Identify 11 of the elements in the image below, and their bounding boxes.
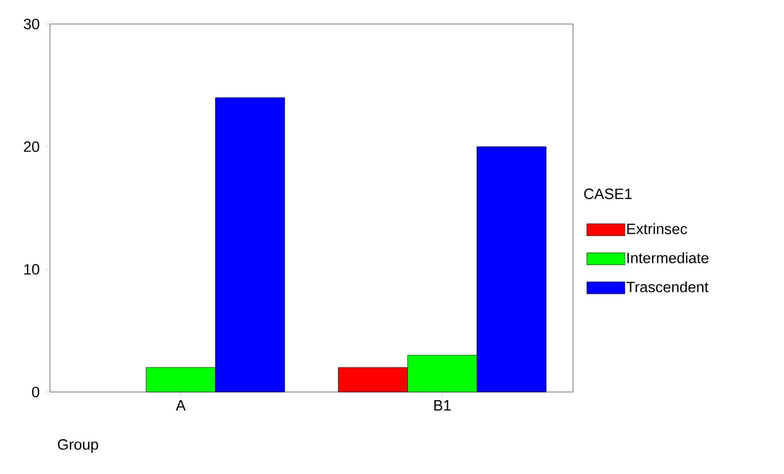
y-tick-label: 20 (24, 141, 40, 152)
y-tick-label: 30 (24, 18, 40, 30)
legend-label: Trascendent (626, 281, 708, 292)
x-axis-title: Group (58, 439, 98, 453)
y-tick-label: 10 (24, 264, 40, 275)
x-tick-label: B1 (434, 400, 451, 410)
y-tick-label: 0 (32, 386, 40, 398)
legend-label: Intermediate (627, 252, 708, 264)
x-tick-label: A (176, 400, 186, 410)
legend-label: Extrinsec (627, 223, 688, 234)
legend-title: CASE1 (584, 188, 632, 200)
